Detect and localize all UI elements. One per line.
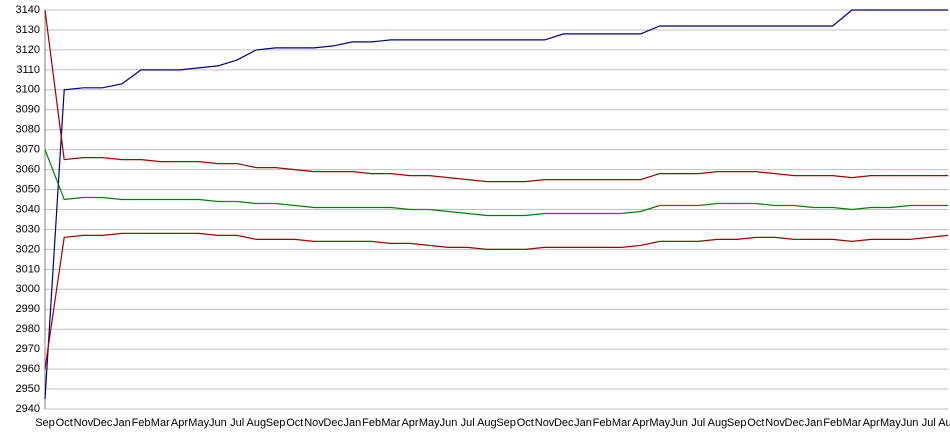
x-tick-label: Nov <box>74 417 94 429</box>
x-tick-label: Dec <box>554 417 574 429</box>
x-tick-label: Jan <box>574 417 592 429</box>
x-tick-label: Feb <box>132 417 151 429</box>
x-tick-label: Aug <box>477 417 497 429</box>
series-line <box>44 9 948 183</box>
y-tick-label: 2980 <box>16 323 40 335</box>
y-tick-label: 3070 <box>16 144 40 156</box>
x-tick-label: Jul <box>691 417 705 429</box>
x-tick-label: Dec <box>323 417 343 429</box>
y-tick-label: 3020 <box>16 243 40 255</box>
x-tick-label: Jun <box>440 417 458 429</box>
y-tick-label: 2970 <box>16 343 40 355</box>
x-tick-label: Nov <box>304 417 324 429</box>
x-tick-label: Mar <box>381 417 400 429</box>
x-tick-label: Sep <box>727 417 747 429</box>
x-tick-label: Feb <box>593 417 612 429</box>
x-tick-label: Jul <box>230 417 244 429</box>
x-tick-label: Apr <box>632 417 649 429</box>
x-tick-label: Sep <box>35 417 55 429</box>
x-tick-label: Apr <box>401 417 418 429</box>
x-tick-label: Jan <box>344 417 362 429</box>
x-tick-label: Sep <box>496 417 516 429</box>
y-tick-label: 3130 <box>16 24 40 36</box>
x-tick-label: Jan <box>805 417 823 429</box>
x-tick-label: Jul <box>461 417 475 429</box>
y-tick-label: 3030 <box>16 223 40 235</box>
y-tick-label: 3000 <box>16 283 40 295</box>
x-tick-label: Feb <box>823 417 842 429</box>
x-tick-label: Jun <box>901 417 919 429</box>
x-tick-label: Aug <box>708 417 728 429</box>
x-tick-label: Nov <box>535 417 555 429</box>
y-tick-label: 2990 <box>16 303 40 315</box>
y-tick-label: 3110 <box>16 64 40 76</box>
x-tick-label: Mar <box>842 417 861 429</box>
y-tick-label: 3080 <box>16 124 40 136</box>
x-tick-label: Jan <box>113 417 131 429</box>
y-tick-label: 3090 <box>16 104 40 116</box>
x-tick-label: May <box>880 417 901 429</box>
y-tick-label: 3060 <box>16 164 40 176</box>
series-line <box>44 232 949 370</box>
series-line <box>44 9 948 400</box>
y-tick-label: 2940 <box>16 403 40 415</box>
x-tick-label: Aug <box>247 417 267 429</box>
x-tick-label: May <box>419 417 440 429</box>
x-tick-label: Apr <box>863 417 880 429</box>
x-tick-label: Oct <box>286 417 303 429</box>
x-tick-label: Dec <box>785 417 805 429</box>
x-tick-label: May <box>188 417 209 429</box>
x-tick-label: Oct <box>517 417 534 429</box>
x-tick-label: Oct <box>56 417 73 429</box>
x-tick-label: Feb <box>362 417 381 429</box>
y-tick-label: 2950 <box>16 383 40 395</box>
y-tick-label: 3040 <box>16 203 40 215</box>
x-tick-label: Dec <box>93 417 113 429</box>
x-tick-label: Aug <box>938 417 950 429</box>
y-tick-label: 3120 <box>16 44 40 56</box>
x-tick-label: Mar <box>151 417 170 429</box>
x-tick-label: Apr <box>171 417 188 429</box>
y-tick-label: 3100 <box>16 84 40 96</box>
x-tick-label: Oct <box>747 417 764 429</box>
y-tick-label: 3010 <box>16 263 40 275</box>
x-tick-label: Mar <box>612 417 631 429</box>
y-tick-label: 2960 <box>16 363 40 375</box>
x-tick-label: Sep <box>266 417 286 429</box>
x-tick-label: Nov <box>765 417 785 429</box>
x-tick-label: May <box>649 417 670 429</box>
y-tick-label: 3050 <box>16 183 40 195</box>
y-tick-label: 3140 <box>16 4 40 16</box>
x-tick-label: Jun <box>209 417 227 429</box>
x-tick-label: Jul <box>922 417 936 429</box>
x-tick-label: Jun <box>670 417 688 429</box>
series-line <box>44 149 948 217</box>
